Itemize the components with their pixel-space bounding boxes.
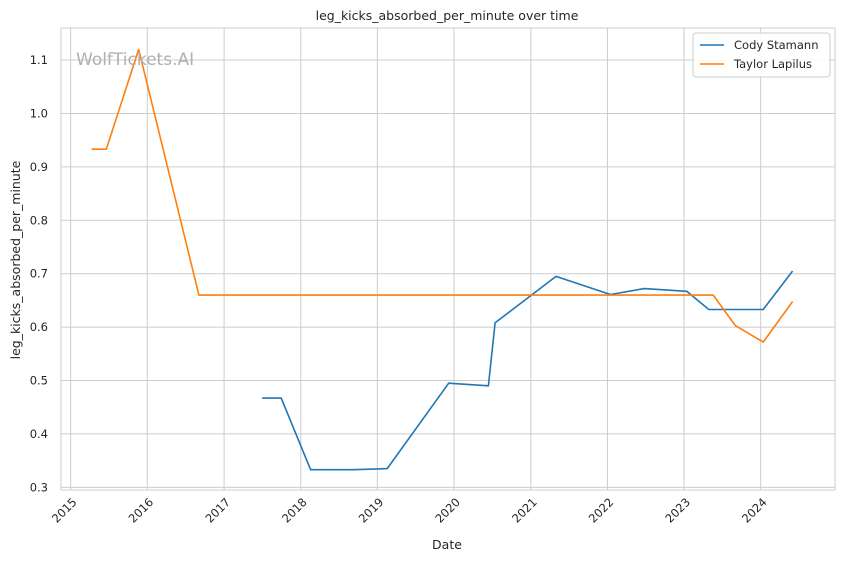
y-tick-label: 0.6 — [30, 320, 48, 334]
data-point-cody-stamann — [643, 287, 645, 289]
legend: Cody Stamann Taylor Lapilus — [692, 32, 831, 78]
legend-label-cody-stamann: Cody Stamann — [734, 38, 819, 52]
chart-title: leg_kicks_absorbed_per_minute over time — [316, 8, 579, 23]
data-point-cody-stamann — [762, 308, 764, 310]
data-point-cody-stamann — [386, 467, 388, 469]
data-point-cody-stamann — [494, 322, 496, 324]
data-point-cody-stamann — [686, 290, 688, 292]
x-axis-title: Date — [432, 537, 462, 552]
y-tick-label: 1.1 — [30, 53, 48, 67]
data-point-taylor-lapilus — [105, 148, 107, 150]
y-tick-label: 0.5 — [30, 374, 48, 388]
legend-label-taylor-lapilus: Taylor Lapilus — [733, 57, 812, 71]
data-point-taylor-lapilus — [762, 341, 764, 343]
data-point-taylor-lapilus — [791, 300, 793, 302]
series-line-cody-stamann — [262, 270, 794, 471]
data-point-taylor-lapilus — [712, 294, 714, 296]
data-point-cody-stamann — [448, 382, 450, 384]
data-point-taylor-lapilus — [90, 148, 92, 150]
watermark: WolfTickets.AI — [76, 50, 194, 70]
series-layer — [90, 48, 794, 471]
legend-box — [692, 32, 831, 78]
y-axis-ticks: 0.3 0.4 0.5 0.6 0.7 0.8 0.9 1.0 1.1 — [30, 53, 48, 494]
data-point-taylor-lapilus — [198, 294, 200, 296]
y-axis-title: leg_kicks_absorbed_per_minute — [8, 160, 23, 359]
data-point-cody-stamann — [708, 308, 710, 310]
plot-frame — [60, 27, 836, 491]
y-tick-label: 0.7 — [30, 267, 48, 281]
y-tick-label: 0.9 — [30, 160, 48, 174]
data-point-cody-stamann — [261, 397, 263, 399]
data-point-cody-stamann — [280, 397, 282, 399]
data-point-taylor-lapilus — [734, 324, 736, 326]
y-tick-label: 0.4 — [30, 427, 48, 441]
y-tick-label: 0.3 — [30, 480, 48, 494]
data-point-cody-stamann — [309, 469, 311, 471]
data-point-cody-stamann — [352, 469, 354, 471]
y-tick-label: 0.8 — [30, 213, 48, 227]
data-point-cody-stamann — [487, 385, 489, 387]
y-tick-label: 1.0 — [30, 106, 48, 120]
data-point-cody-stamann — [791, 270, 793, 272]
data-point-cody-stamann — [555, 275, 557, 277]
series-line-taylor-lapilus — [91, 48, 794, 343]
